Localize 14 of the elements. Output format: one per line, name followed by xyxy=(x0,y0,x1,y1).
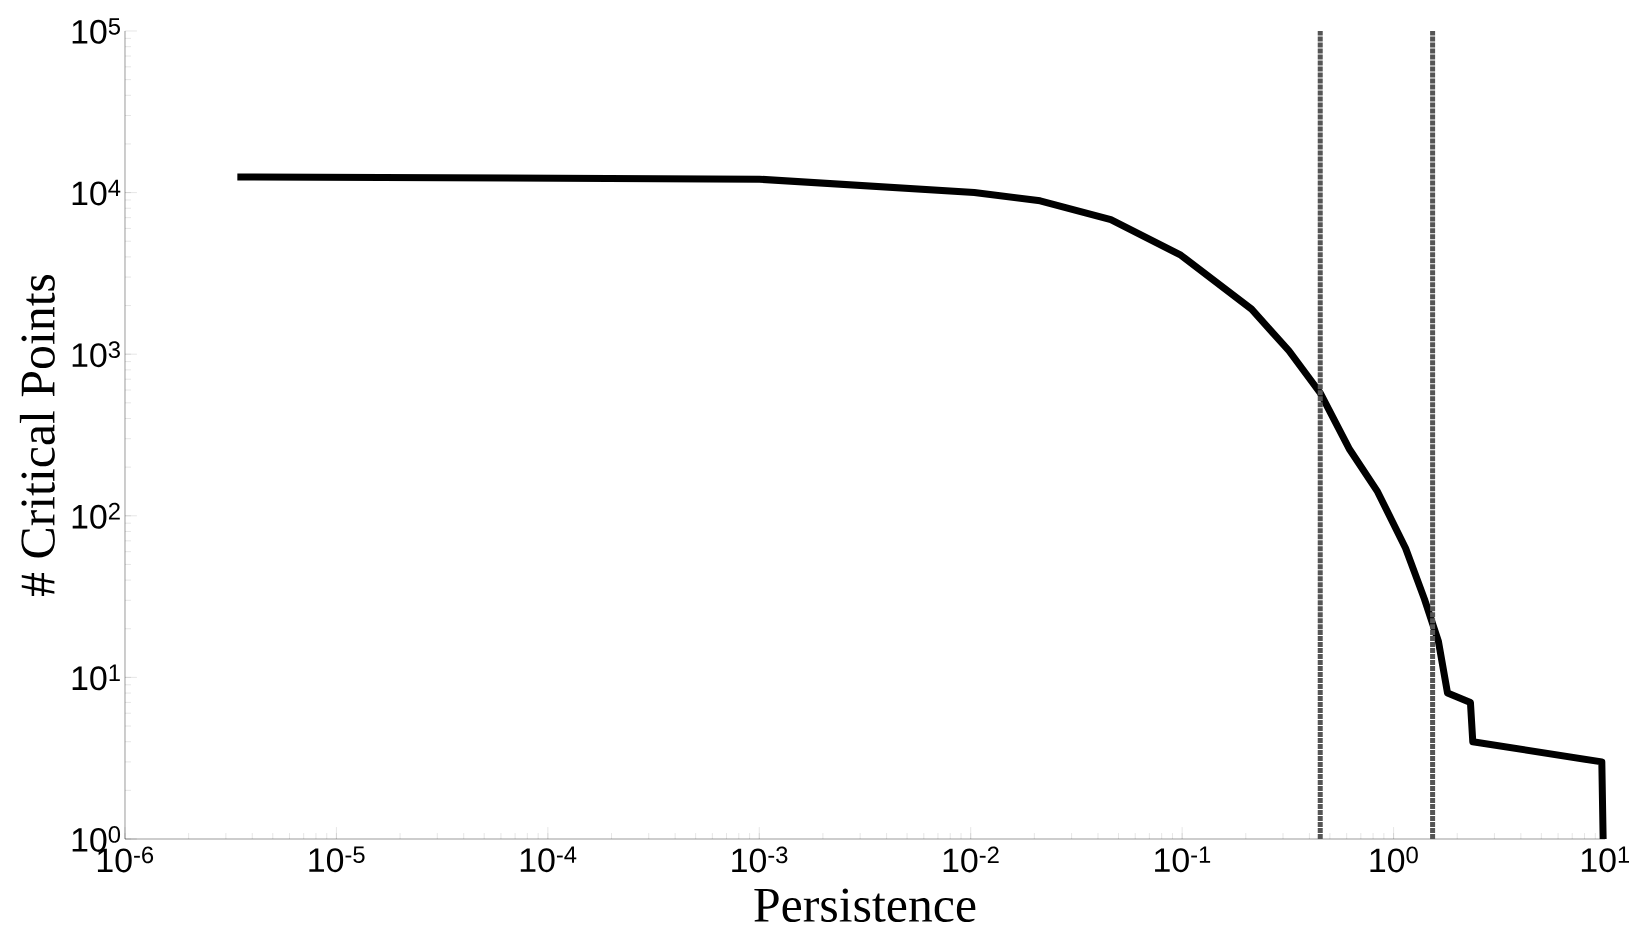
y-tick-label: 10$^{2}$ xyxy=(72,502,120,529)
x-tick-label: 10$^{0}$ xyxy=(1370,846,1418,873)
x-tick-label: 10$^{-2}$ xyxy=(943,846,999,873)
x-tick-label: 10$^{-3}$ xyxy=(732,846,788,873)
x-tick-label: 10$^{-1}$ xyxy=(1155,846,1211,873)
y-tick-label: 10$^{4}$ xyxy=(72,179,121,206)
x-tick-label: 10$^{-5}$ xyxy=(309,846,365,873)
y-tick-label: 10$^{1}$ xyxy=(72,664,120,691)
x-tick-label: 10$^{1}$ xyxy=(1581,846,1630,873)
x-axis-title: Persistence xyxy=(754,888,976,922)
y-axis-title: # Critical Points xyxy=(19,274,55,596)
y-tick-label: 10$^{5}$ xyxy=(72,18,120,44)
y-tick-label: 10$^{3}$ xyxy=(72,341,120,368)
x-tick-label: 10$^{-4}$ xyxy=(520,846,577,873)
